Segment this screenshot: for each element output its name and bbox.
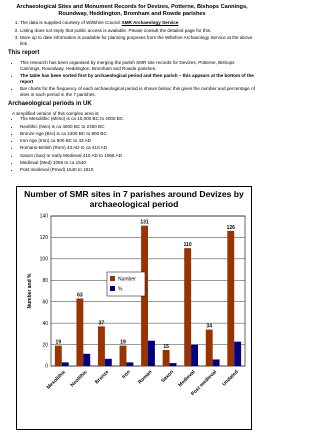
chart-title: Number of SMR sites in 7 parishes around… [24,189,244,209]
x-tick-label: Bronze [94,369,110,385]
bar [234,341,242,366]
bar [104,358,112,366]
document: Archaeological Sites and Monument Record… [8,4,256,175]
legend-swatch [110,285,115,291]
title: Archaeological Sites and Monument Record… [16,4,248,17]
period: Romano-British (Rom) 43 AD to ca 410 AD [20,145,256,151]
bar [97,326,105,366]
data-label: 131 [140,219,149,225]
bar [76,298,84,366]
bar [119,345,127,366]
y-axis-label: Number and % [27,273,33,309]
x-tick-label: Undated [221,369,239,387]
data-label: 19 [120,339,126,345]
x-tick-label: Saxon [160,369,175,384]
notes: The data is supplied courtesy of Wiltshi… [8,20,256,46]
bar [54,345,62,366]
bullet: The table has been sorted first by archa… [20,73,256,84]
note-text: More up to date information is available… [20,34,253,46]
intro: A simplified version of this complex are… [12,110,100,116]
period: Iron Age (Iron) ca 800 BC to 43 AD [20,138,256,144]
note: More up to date information is available… [20,35,256,46]
y-tick-label: 120 [40,235,49,241]
period: Medieval (Med) 1066 to ca 1540 [20,160,256,166]
section-heading: This report [8,50,40,57]
chart: Number of SMR sites in 7 parishes around… [16,186,252,430]
bar [61,362,69,366]
period: Post medieval (Pmed) 1540 to 1910 [20,167,256,173]
y-tick-label: 20 [42,342,48,348]
y-tick-label: 60 [42,299,48,305]
period: Bronze Age (Bro) is ca 2400 BC to 800 BC [20,131,256,137]
bar [227,230,235,366]
bar [83,353,91,366]
data-label: 126 [227,225,236,231]
y-tick-label: 100 [40,256,49,262]
legend-label: Number [118,276,136,282]
bar [212,359,220,366]
period: Saxon (Sax) or early Medieval 410 AD to … [20,153,256,159]
note: Listing does not imply that public acces… [20,28,256,34]
link[interactable]: SMR Archaeology Service [121,20,179,26]
note: The data is supplied courtesy of Wiltshi… [20,20,256,26]
bar [162,349,170,366]
x-tick-label: Medieval [177,368,197,388]
period-list: The Mesolithic (Meso) is ca 10,000 BC to… [8,116,256,172]
x-tick-label: Neolithic [70,369,89,388]
report-list: This research has been organised by merg… [8,60,256,97]
bar [184,247,192,366]
plot: 0 20 40 60 80 100 120 140 Number and % 19 63 37 19 13… [27,213,246,397]
data-label: 110 [184,242,192,248]
note-text: The data is supplied courtesy of Wiltshi… [20,20,122,26]
bar [205,329,213,366]
bar [148,340,155,366]
bar [126,362,134,366]
period: Neolithic (Neo) is ca 4000 BC to 2400 BC [20,124,256,130]
bar [169,362,177,366]
data-label: 34 [206,323,212,329]
bullet: This research has been organised by merg… [20,60,256,71]
bullet: Bar charts for the frequency of each arc… [20,86,256,97]
data-label: 19 [56,339,62,345]
legend-label: % [118,286,123,292]
y-tick-label: 80 [42,278,48,284]
data-label: 37 [99,320,105,326]
y-tick-label: 40 [42,321,48,327]
x-tick-label: Mesolithic [46,369,68,391]
x-tick-label: Iron [121,369,132,380]
data-label: 63 [77,292,83,298]
note-text: Listing does not imply that public acces… [20,27,212,33]
y-tick-label: 140 [40,213,49,219]
section-heading: Archaeological periods in UK [8,101,92,108]
legend-swatch [110,275,115,281]
bar [191,344,199,366]
page: Archaeological Sites and Monument Record… [0,0,264,434]
period: The Mesolithic (Meso) is ca 10,000 BC to… [20,116,256,122]
y-tick-label: 0 [45,363,48,369]
data-label: 15 [163,344,169,350]
x-tick-label: Roman [137,369,153,385]
